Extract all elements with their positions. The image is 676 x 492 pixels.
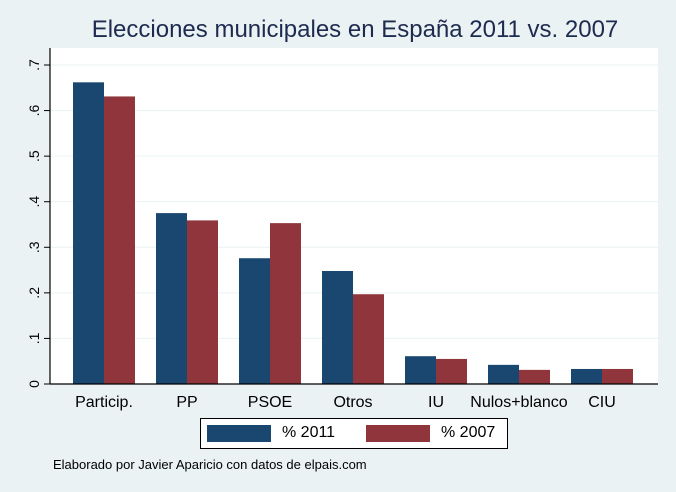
legend-label-2007: % 2007 xyxy=(441,424,496,441)
bar-2011 xyxy=(239,258,270,384)
y-tick-label: .2 xyxy=(26,287,42,299)
chart-title: Elecciones municipales en España 2011 vs… xyxy=(91,16,619,43)
x-tick-label: Nulos+blanco xyxy=(470,394,568,411)
legend-swatch-2007 xyxy=(366,425,430,442)
x-tick-label: IU xyxy=(428,394,444,411)
y-tick-label: .7 xyxy=(26,59,42,71)
bars xyxy=(73,82,633,385)
bar-2007 xyxy=(436,358,467,384)
y-tick-label: .6 xyxy=(26,105,42,117)
bar-2011 xyxy=(156,213,187,384)
bar-2011 xyxy=(73,82,104,385)
bar-2011 xyxy=(405,356,436,384)
bar-2011 xyxy=(322,270,353,384)
bar-2007 xyxy=(353,294,384,384)
y-axis: 0 .1 .2 .3 .4 .5 .6 .7 xyxy=(26,48,658,388)
bar-2007 xyxy=(104,96,135,385)
bar-2011 xyxy=(488,364,519,384)
legend-swatch-2011 xyxy=(207,425,271,442)
x-tick-label: PSOE xyxy=(248,394,292,411)
legend: % 2011 % 2007 xyxy=(200,418,508,449)
y-tick-label: .3 xyxy=(26,241,42,253)
x-tick-label: Otros xyxy=(333,394,372,411)
y-tick-label: .1 xyxy=(26,332,42,344)
bar-2007 xyxy=(602,368,633,384)
bar-2007 xyxy=(187,220,218,384)
x-tick-label: CIU xyxy=(588,394,616,411)
bar-2011 xyxy=(571,368,602,384)
y-tick-label: .5 xyxy=(26,150,42,162)
y-tick-label: 0 xyxy=(26,380,42,388)
gridlines xyxy=(50,64,658,339)
x-tick-label: PP xyxy=(176,394,197,411)
x-axis-labels: Particip. PP PSOE Otros IU Nulos+blanco CIU xyxy=(75,394,616,411)
legend-label-2011: % 2011 xyxy=(282,424,336,441)
x-tick-label: Particip. xyxy=(75,394,133,411)
source-note: Elaborado por Javier Aparicio con datos … xyxy=(53,457,367,472)
y-tick-label: .4 xyxy=(26,196,42,208)
bar-2007 xyxy=(270,223,301,384)
bar-2007 xyxy=(519,369,550,384)
